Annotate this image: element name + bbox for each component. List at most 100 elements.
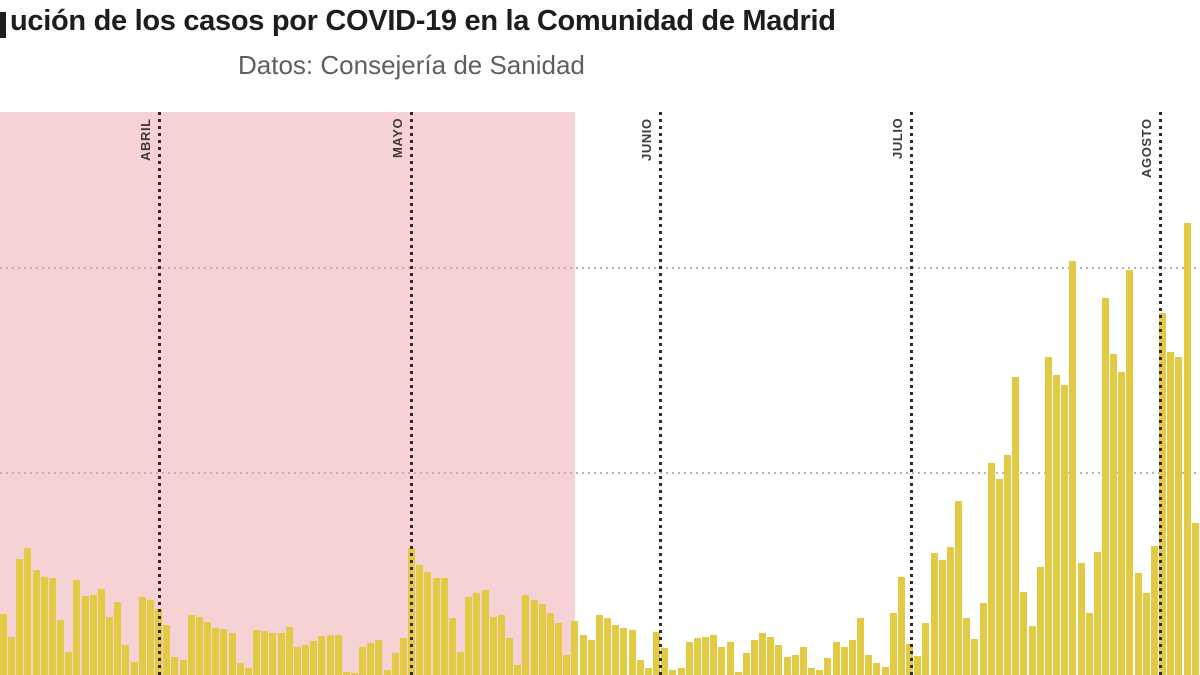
- chart-area: ABRIL MAYO JUNIO JULIO AGOSTO: [0, 112, 1200, 675]
- bar: [33, 570, 40, 675]
- bar: [596, 615, 603, 675]
- bar: [629, 630, 636, 675]
- bar: [343, 672, 350, 675]
- bar: [873, 663, 880, 675]
- bar: [971, 639, 978, 675]
- bar: [416, 565, 423, 675]
- bar: [784, 657, 791, 675]
- bar: [122, 645, 129, 675]
- bar: [1029, 626, 1036, 675]
- bar: [555, 623, 562, 675]
- bar: [702, 637, 709, 675]
- bar: [1037, 567, 1044, 675]
- bar: [8, 637, 15, 675]
- bar: [718, 647, 725, 675]
- bar: [253, 630, 260, 675]
- bar: [792, 655, 799, 675]
- bar: [327, 635, 334, 675]
- bar: [1110, 354, 1117, 675]
- bar: [131, 662, 138, 675]
- bar: [57, 620, 64, 675]
- bar: [310, 641, 317, 675]
- bar: [1094, 552, 1101, 675]
- bar: [988, 463, 995, 675]
- bar: [424, 572, 431, 675]
- bar: [1126, 270, 1133, 675]
- bar: [147, 600, 154, 675]
- bar: [996, 479, 1003, 675]
- bar: [1069, 261, 1076, 675]
- bar: [539, 604, 546, 675]
- month-label: AGOSTO: [1139, 118, 1154, 178]
- bar: [1151, 546, 1158, 675]
- bar: [212, 628, 219, 675]
- bar: [914, 656, 921, 675]
- bar: [82, 596, 89, 675]
- bar: [580, 635, 587, 675]
- bar: [1045, 357, 1052, 675]
- bar: [490, 617, 497, 675]
- month-label: JULIO: [890, 117, 905, 159]
- bar: [841, 647, 848, 675]
- bar: [759, 633, 766, 675]
- bar: [188, 615, 195, 675]
- bar: [547, 613, 554, 675]
- bar: [808, 668, 815, 675]
- bar: [980, 603, 987, 675]
- bar: [775, 645, 782, 675]
- bar: [1175, 357, 1182, 675]
- bar: [245, 668, 252, 675]
- bar: [833, 642, 840, 675]
- bar: [661, 648, 668, 675]
- title-clipped-letter: [0, 12, 6, 38]
- bar: [351, 673, 358, 675]
- bar: [400, 638, 407, 675]
- bar: [669, 670, 676, 675]
- bar: [1053, 375, 1060, 675]
- bar: [286, 627, 293, 675]
- bar: [767, 637, 774, 675]
- bar: [1118, 372, 1125, 675]
- bar: [1159, 313, 1166, 675]
- bar: [294, 647, 301, 675]
- lockdown-highlight-region: [0, 112, 575, 675]
- bar: [514, 665, 521, 675]
- bar: [1004, 455, 1011, 675]
- bar: [890, 613, 897, 675]
- bar: [824, 658, 831, 675]
- month-label: ABRIL: [138, 118, 153, 161]
- bar: [220, 629, 227, 675]
- bar: [433, 578, 440, 675]
- bar: [106, 617, 113, 675]
- bar: [588, 640, 595, 675]
- bar: [882, 667, 889, 675]
- bar: [41, 577, 48, 675]
- bar: [98, 589, 105, 675]
- bar: [375, 640, 382, 675]
- bar: [335, 635, 342, 675]
- bar: [359, 647, 366, 675]
- bar: [482, 590, 489, 675]
- bar: [531, 600, 538, 675]
- bar: [857, 618, 864, 675]
- bar: [800, 647, 807, 675]
- bar: [898, 577, 905, 675]
- bar: [261, 631, 268, 675]
- bar: [694, 638, 701, 675]
- bar: [1061, 385, 1068, 675]
- bar: [1086, 613, 1093, 675]
- bar: [367, 643, 374, 675]
- bar: [16, 559, 23, 675]
- gridline: [0, 267, 1200, 269]
- bar: [563, 655, 570, 675]
- bar: [1143, 593, 1150, 675]
- bar: [612, 625, 619, 675]
- bar: [522, 595, 529, 675]
- bar: [392, 653, 399, 675]
- bar: [1012, 377, 1019, 675]
- bar: [653, 632, 660, 675]
- bar: [1167, 352, 1174, 675]
- bar: [449, 618, 456, 675]
- bar: [114, 602, 121, 675]
- bar: [73, 580, 80, 675]
